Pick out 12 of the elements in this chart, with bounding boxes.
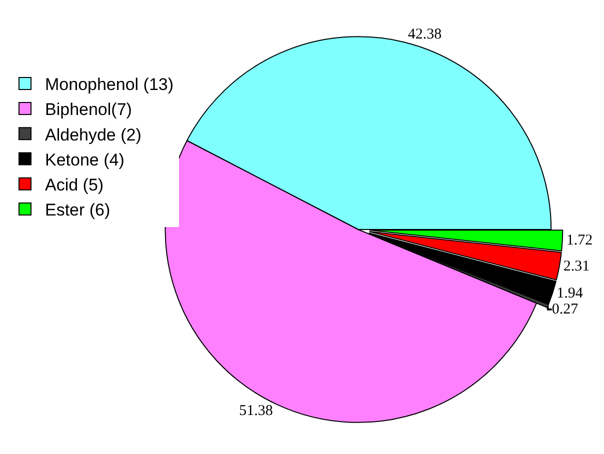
legend-label: Aldehyde (2) (45, 125, 142, 144)
legend-label: Ketone (4) (45, 150, 124, 170)
data-label: 42.38 (408, 26, 442, 43)
data-label: 1.94 (556, 285, 584, 302)
legend-label: Ester (6) (45, 200, 110, 220)
legend-label: Monophenol (13) (45, 75, 174, 94)
data-label: 2.31 (563, 258, 590, 274)
data-label: 51.38 (239, 403, 273, 419)
legend-label: Acid (5) (45, 175, 104, 194)
data-label: 0.27 (552, 301, 579, 318)
data-label: 1.72 (566, 232, 593, 249)
legend-label: Biphenol(7) (45, 100, 132, 120)
